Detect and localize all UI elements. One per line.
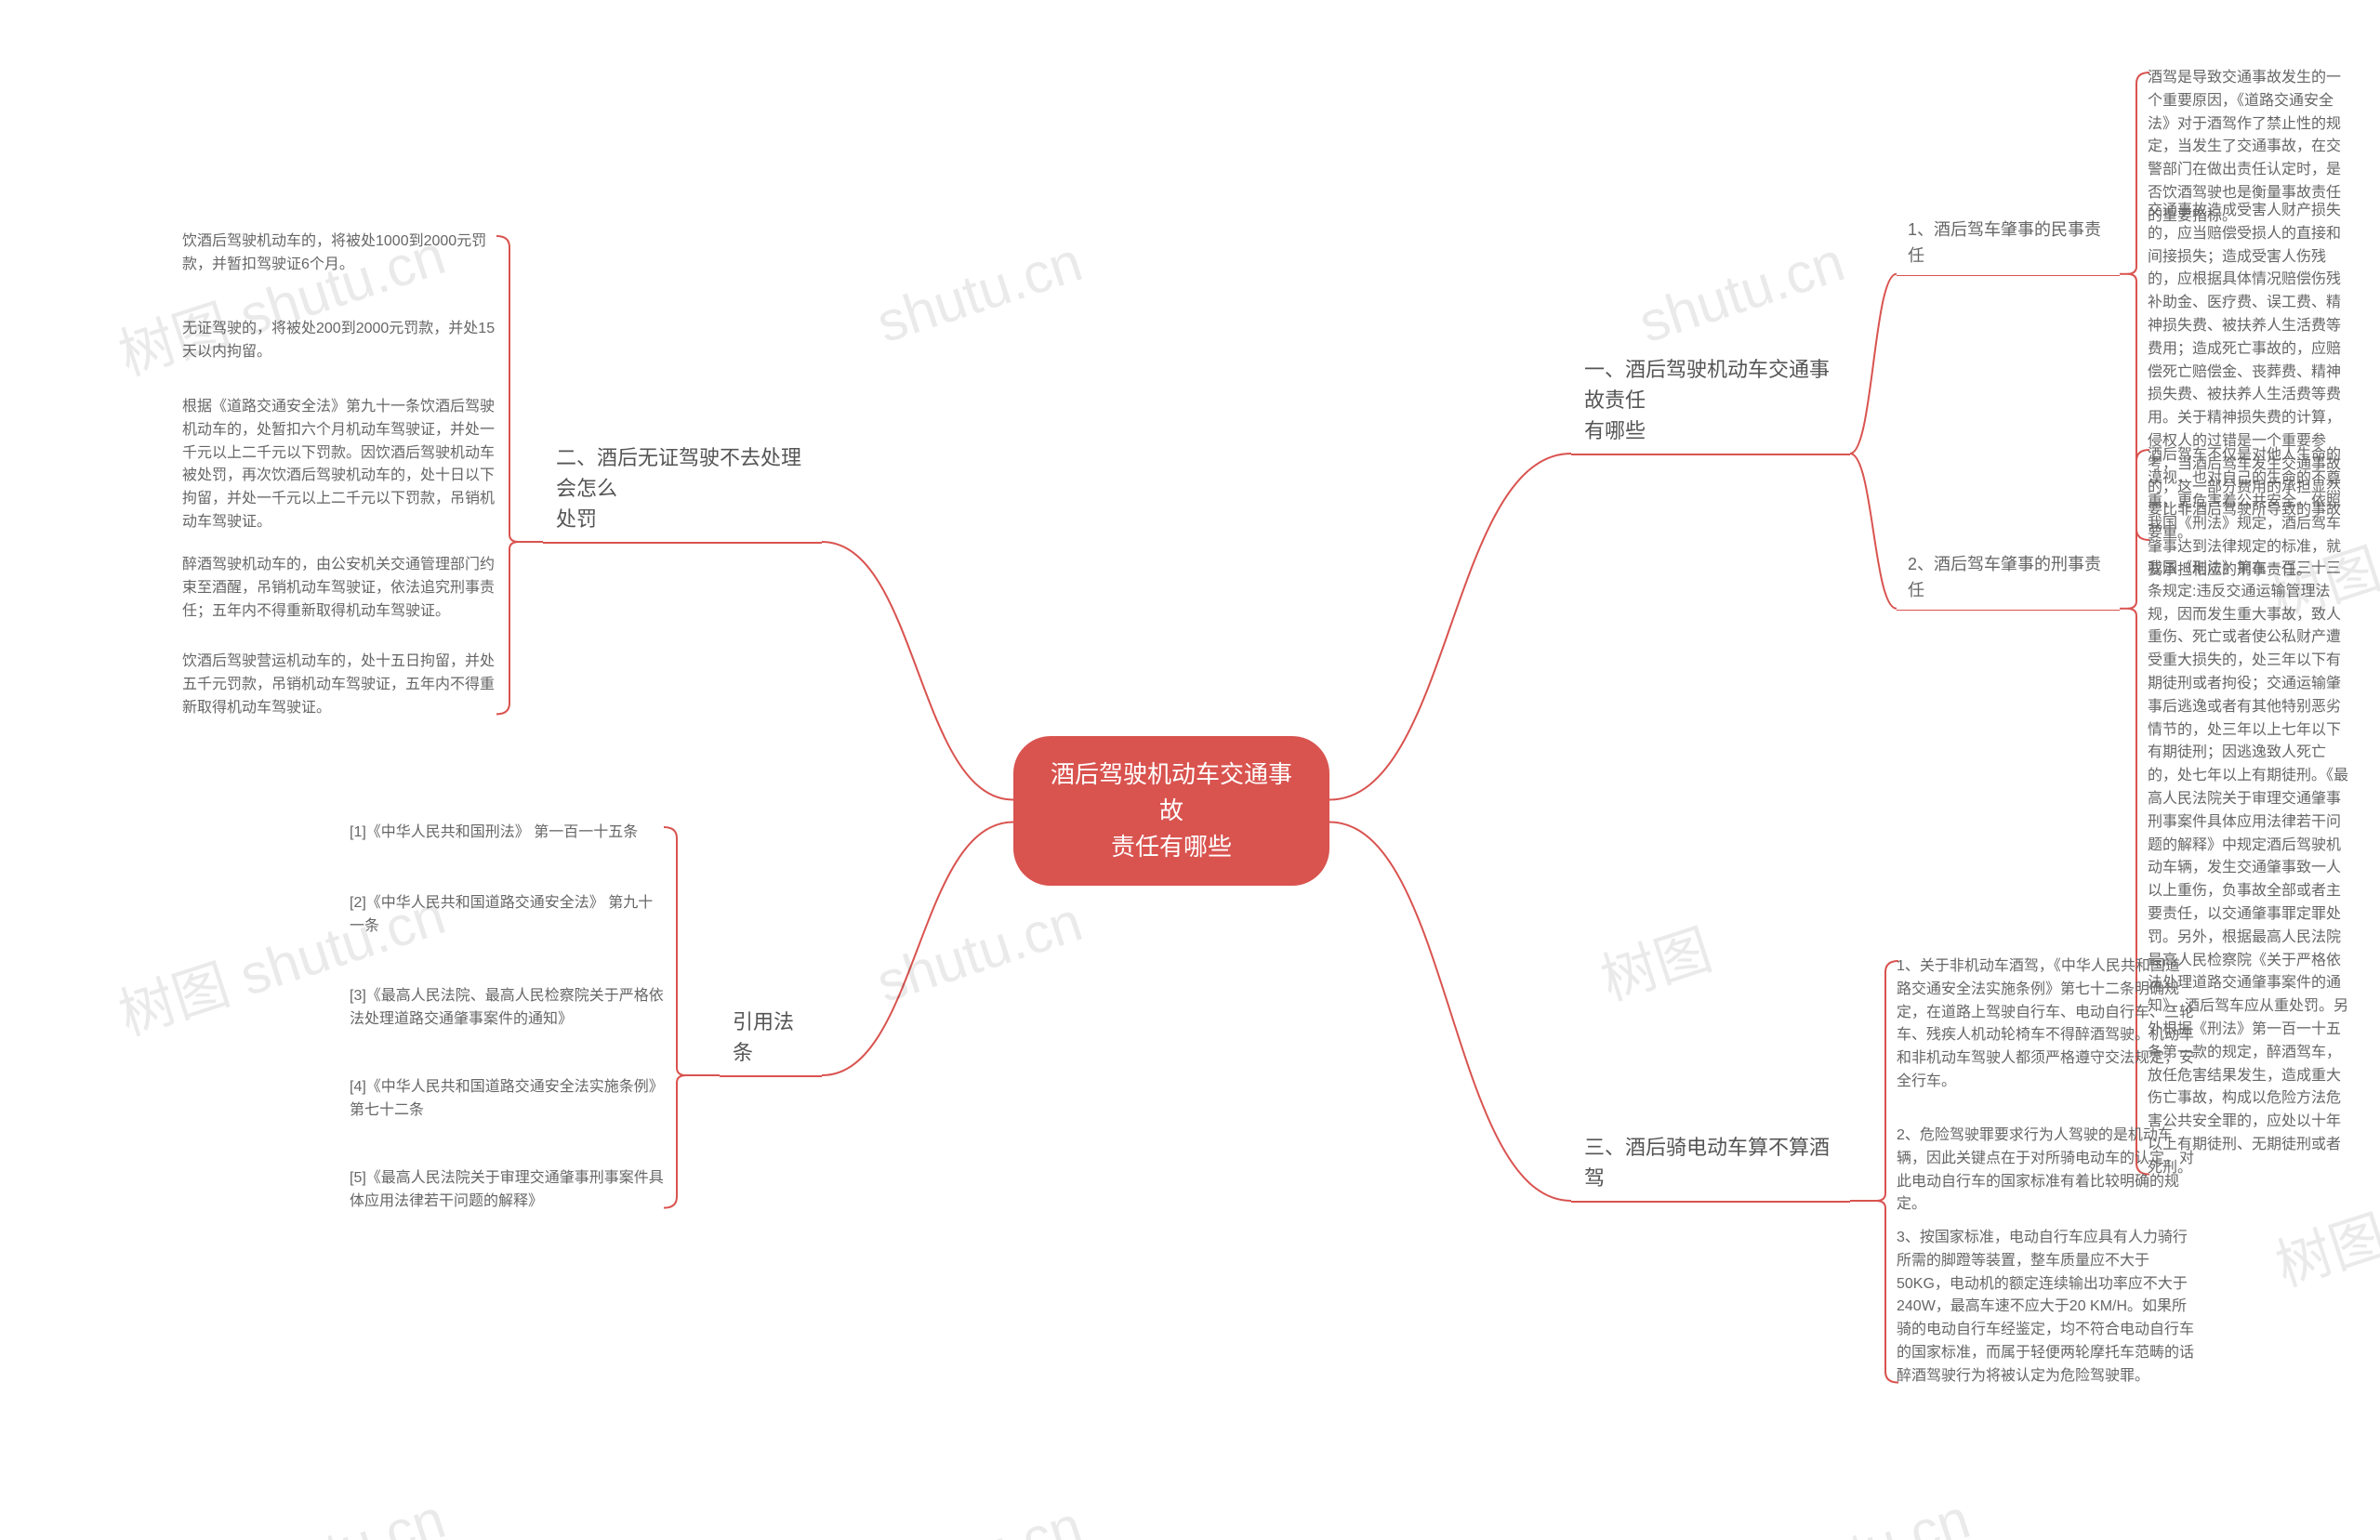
branch-2-label: 二、酒后无证驾驶不去处理会怎么处罚 xyxy=(556,446,801,531)
watermark: shutu.cn xyxy=(869,1494,1090,1540)
branch-4-leaf-2: [3]《最高人民法院、最高人民检察院关于严格依法处理道路交通肇事案件的通知》 xyxy=(350,985,666,1032)
branch-1-sub-1: 1、酒后驾车肇事的民事责任 xyxy=(1897,212,2120,276)
leaf-text: 1、关于非机动车酒驾，《中华人民共和国道路交通安全法实施条例》第七十二条明确规定… xyxy=(1897,958,2194,1089)
branch-1-sub-2: 2、酒后驾车肇事的刑事责任 xyxy=(1897,546,2120,611)
leaf-text: [1]《中华人民共和国刑法》 第一百一十五条 xyxy=(350,824,638,840)
branch-2-leaf-3: 醉酒驾驶机动车的，由公安机关交通管理部门约束至酒醒，吊销机动车驾驶证，依法追究刑… xyxy=(182,554,498,623)
branch-1-label: 一、酒后驾驶机动车交通事故责任有哪些 xyxy=(1584,358,1830,442)
watermark: 树图 xyxy=(1589,905,1720,1017)
branch-4: 引用法条 xyxy=(720,999,822,1077)
branch-1-sub-1-label: 1、酒后驾车肇事的民事责任 xyxy=(1908,220,2101,265)
watermark: shutu.cn xyxy=(1632,230,1852,356)
leaf-text: [3]《最高人民法院、最高人民检察院关于严格依法处理道路交通肇事案件的通知》 xyxy=(350,988,664,1027)
leaf-text: 2、危险驾驶罪要求行为人驾驶的是机动车辆，因此关键点在于对所骑电动车的认定，对此… xyxy=(1897,1127,2194,1212)
leaf-text: 醉酒驾驶机动车的，由公安机关交通管理部门约束至酒醒，吊销机动车驾驶证，依法追究刑… xyxy=(182,557,495,619)
branch-4-leaf-1: [2]《中华人民共和国道路交通安全法》 第九十一条 xyxy=(350,892,666,939)
branch-4-leaf-4: [5]《最高人民法院关于审理交通肇事刑事案件具体应用法律若干问题的解释》 xyxy=(350,1167,666,1214)
branch-4-label: 引用法条 xyxy=(733,1010,794,1064)
leaf-text: 无证驾驶的，将被处200到2000元罚款，并处15天以内拘留。 xyxy=(182,321,495,360)
branch-2-leaf-1: 无证驾驶的，将被处200到2000元罚款，并处15天以内拘留。 xyxy=(182,318,498,364)
leaf-text: [2]《中华人民共和国道路交通安全法》 第九十一条 xyxy=(350,895,653,934)
branch-3-label: 三、酒后骑电动车算不算酒驾 xyxy=(1584,1136,1830,1190)
leaf-text: 饮酒后驾驶营运机动车的，处十五日拘留，并处五千元罚款，吊销机动车驾驶证，五年内不… xyxy=(182,653,495,716)
branch-1: 一、酒后驾驶机动车交通事故责任有哪些 xyxy=(1571,347,1850,455)
branch-4-leaf-3: [4]《中华人民共和国道路交通安全法实施条例》 第七十二条 xyxy=(350,1076,666,1123)
branch-3-leaf-1: 2、危险驾驶罪要求行为人驾驶的是机动车辆，因此关键点在于对所骑电动车的认定，对此… xyxy=(1897,1125,2194,1217)
branch-2: 二、酒后无证驾驶不去处理会怎么处罚 xyxy=(543,435,822,544)
watermark: 树图 shutu.cn xyxy=(1632,1474,1978,1540)
branch-4-leaf-0: [1]《中华人民共和国刑法》 第一百一十五条 xyxy=(350,822,666,845)
watermark: shutu.cn xyxy=(869,889,1090,1016)
branch-2-leaf-0: 饮酒后驾驶机动车的，将被处1000到2000元罚款，并暂扣驾驶证6个月。 xyxy=(182,230,498,277)
leaf-text: [5]《最高人民法院关于审理交通肇事刑事案件具体应用法律若干问题的解释》 xyxy=(350,1170,664,1209)
branch-3-leaf-0: 1、关于非机动车酒驾，《中华人民共和国道路交通安全法实施条例》第七十二条明确规定… xyxy=(1897,955,2194,1094)
branch-2-leaf-4: 饮酒后驾驶营运机动车的，处十五日拘留，并处五千元罚款，吊销机动车驾驶证，五年内不… xyxy=(182,651,498,719)
leaf-text: 3、按国家标准，电动自行车应具有人力骑行所需的脚蹬等装置，整车质量应不大于50K… xyxy=(1897,1230,2194,1384)
leaf-text: [4]《中华人民共和国道路交通安全法实施条例》 第七十二条 xyxy=(350,1079,664,1118)
leaf-text: 根据《道路交通安全法》第九十一条饮酒后驾驶机动车的，处暂扣六个月机动车驾驶证，并… xyxy=(182,399,495,530)
branch-3-leaf-2: 3、按国家标准，电动自行车应具有人力骑行所需的脚蹬等装置，整车质量应不大于50K… xyxy=(1897,1227,2194,1389)
branch-3: 三、酒后骑电动车算不算酒驾 xyxy=(1571,1125,1850,1203)
branch-2-leaf-2: 根据《道路交通安全法》第九十一条饮酒后驾驶机动车的，处暂扣六个月机动车驾驶证，并… xyxy=(182,396,498,534)
watermark: shutu.cn xyxy=(869,230,1090,356)
center-node: 酒后驾驶机动车交通事故责任有哪些 xyxy=(1013,736,1329,886)
leaf-text: 饮酒后驾驶机动车的，将被处1000到2000元罚款，并暂扣驾驶证6个月。 xyxy=(182,233,486,272)
center-label: 酒后驾驶机动车交通事故责任有哪些 xyxy=(1051,760,1292,861)
branch-1-sub-2-label: 2、酒后驾车肇事的刑事责任 xyxy=(1908,555,2101,599)
watermark: 树图 shutu.cn xyxy=(107,1474,454,1540)
